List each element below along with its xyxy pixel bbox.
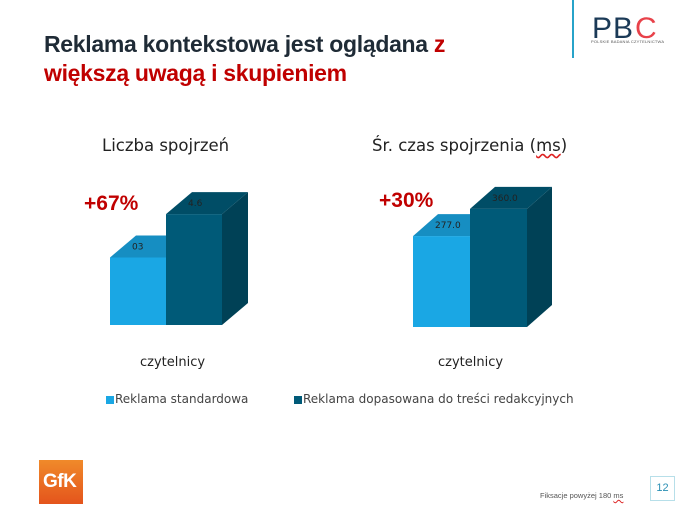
legend-swatch-standard	[106, 396, 114, 404]
chart-2-category-label: czytelnicy	[438, 355, 504, 370]
gfk-logo: GfK	[39, 460, 83, 504]
pbc-logo-c: C	[635, 12, 657, 45]
chart-1-annotation: +67%	[84, 192, 139, 215]
chart-1-bar-2	[166, 192, 248, 325]
footnote-text: Fiksacje powyżej 180	[540, 491, 612, 500]
page-number: 12	[650, 476, 675, 501]
chart-1-bar-2-front	[166, 214, 222, 325]
legend-label-dopasowana: Reklama dopasowana do treści redakcyjnyc…	[303, 392, 574, 406]
pbc-logo-b: B	[613, 12, 633, 45]
chart-2-title-post: )	[560, 136, 568, 155]
gfk-logo-text: GfK	[43, 471, 77, 492]
title-red-z: z	[433, 31, 446, 57]
chart-1-category-label: czytelnicy	[140, 355, 206, 370]
chart-1-bar-1-data-label: 03	[132, 243, 143, 253]
pbc-logo: P B C	[592, 12, 657, 45]
slide-title: Reklama kontekstowa jest oglądana z więk…	[44, 30, 544, 88]
chart-1-title-text: Liczba spojrzeń	[102, 136, 230, 155]
chart-2-bar-2-data-label: 360.0	[492, 194, 518, 204]
chart-2-bar-2-top	[470, 186, 552, 209]
chart-2-title: Śr. czas spojrzenia (ms)	[372, 136, 567, 155]
chart-1-bar-2-data-label: 4.6	[188, 199, 203, 209]
chart-2-bar-1-front	[413, 236, 470, 327]
chart-1-bar-1-front	[110, 257, 166, 325]
chart-2-annotation: +30%	[379, 189, 434, 212]
chart-2-title-unit: ms	[536, 136, 561, 155]
chart-2-bar-2	[470, 186, 552, 327]
legend-label-standard: Reklama standardowa	[115, 392, 249, 406]
chart-2-bar-2-side	[527, 186, 552, 327]
title-red-line-2: większą uwagą i skupieniem	[44, 60, 347, 86]
pbc-logo-subtitle: POLSKIE BADANIA CZYTELNICTWA	[591, 39, 665, 44]
chart-1-bar-2-top	[166, 192, 248, 215]
chart-2-title-pre: Śr. czas spojrzenia (	[372, 136, 537, 155]
footnote: Fiksacje powyżej 180 ms	[540, 491, 623, 500]
pbc-logo-p: P	[592, 12, 612, 45]
chart-2-bar-1-data-label: 277.0	[435, 221, 461, 231]
logo-divider	[572, 0, 574, 58]
chart-1-title: Liczba spojrzeń	[102, 136, 229, 155]
chart-2-bar-2-front	[470, 208, 527, 327]
chart-1-bar-2-side	[222, 192, 248, 325]
title-part-1: Reklama kontekstowa jest oglądana	[44, 31, 428, 57]
legend-swatch-dopasowana	[294, 396, 302, 404]
footnote-unit: ms	[613, 491, 624, 500]
